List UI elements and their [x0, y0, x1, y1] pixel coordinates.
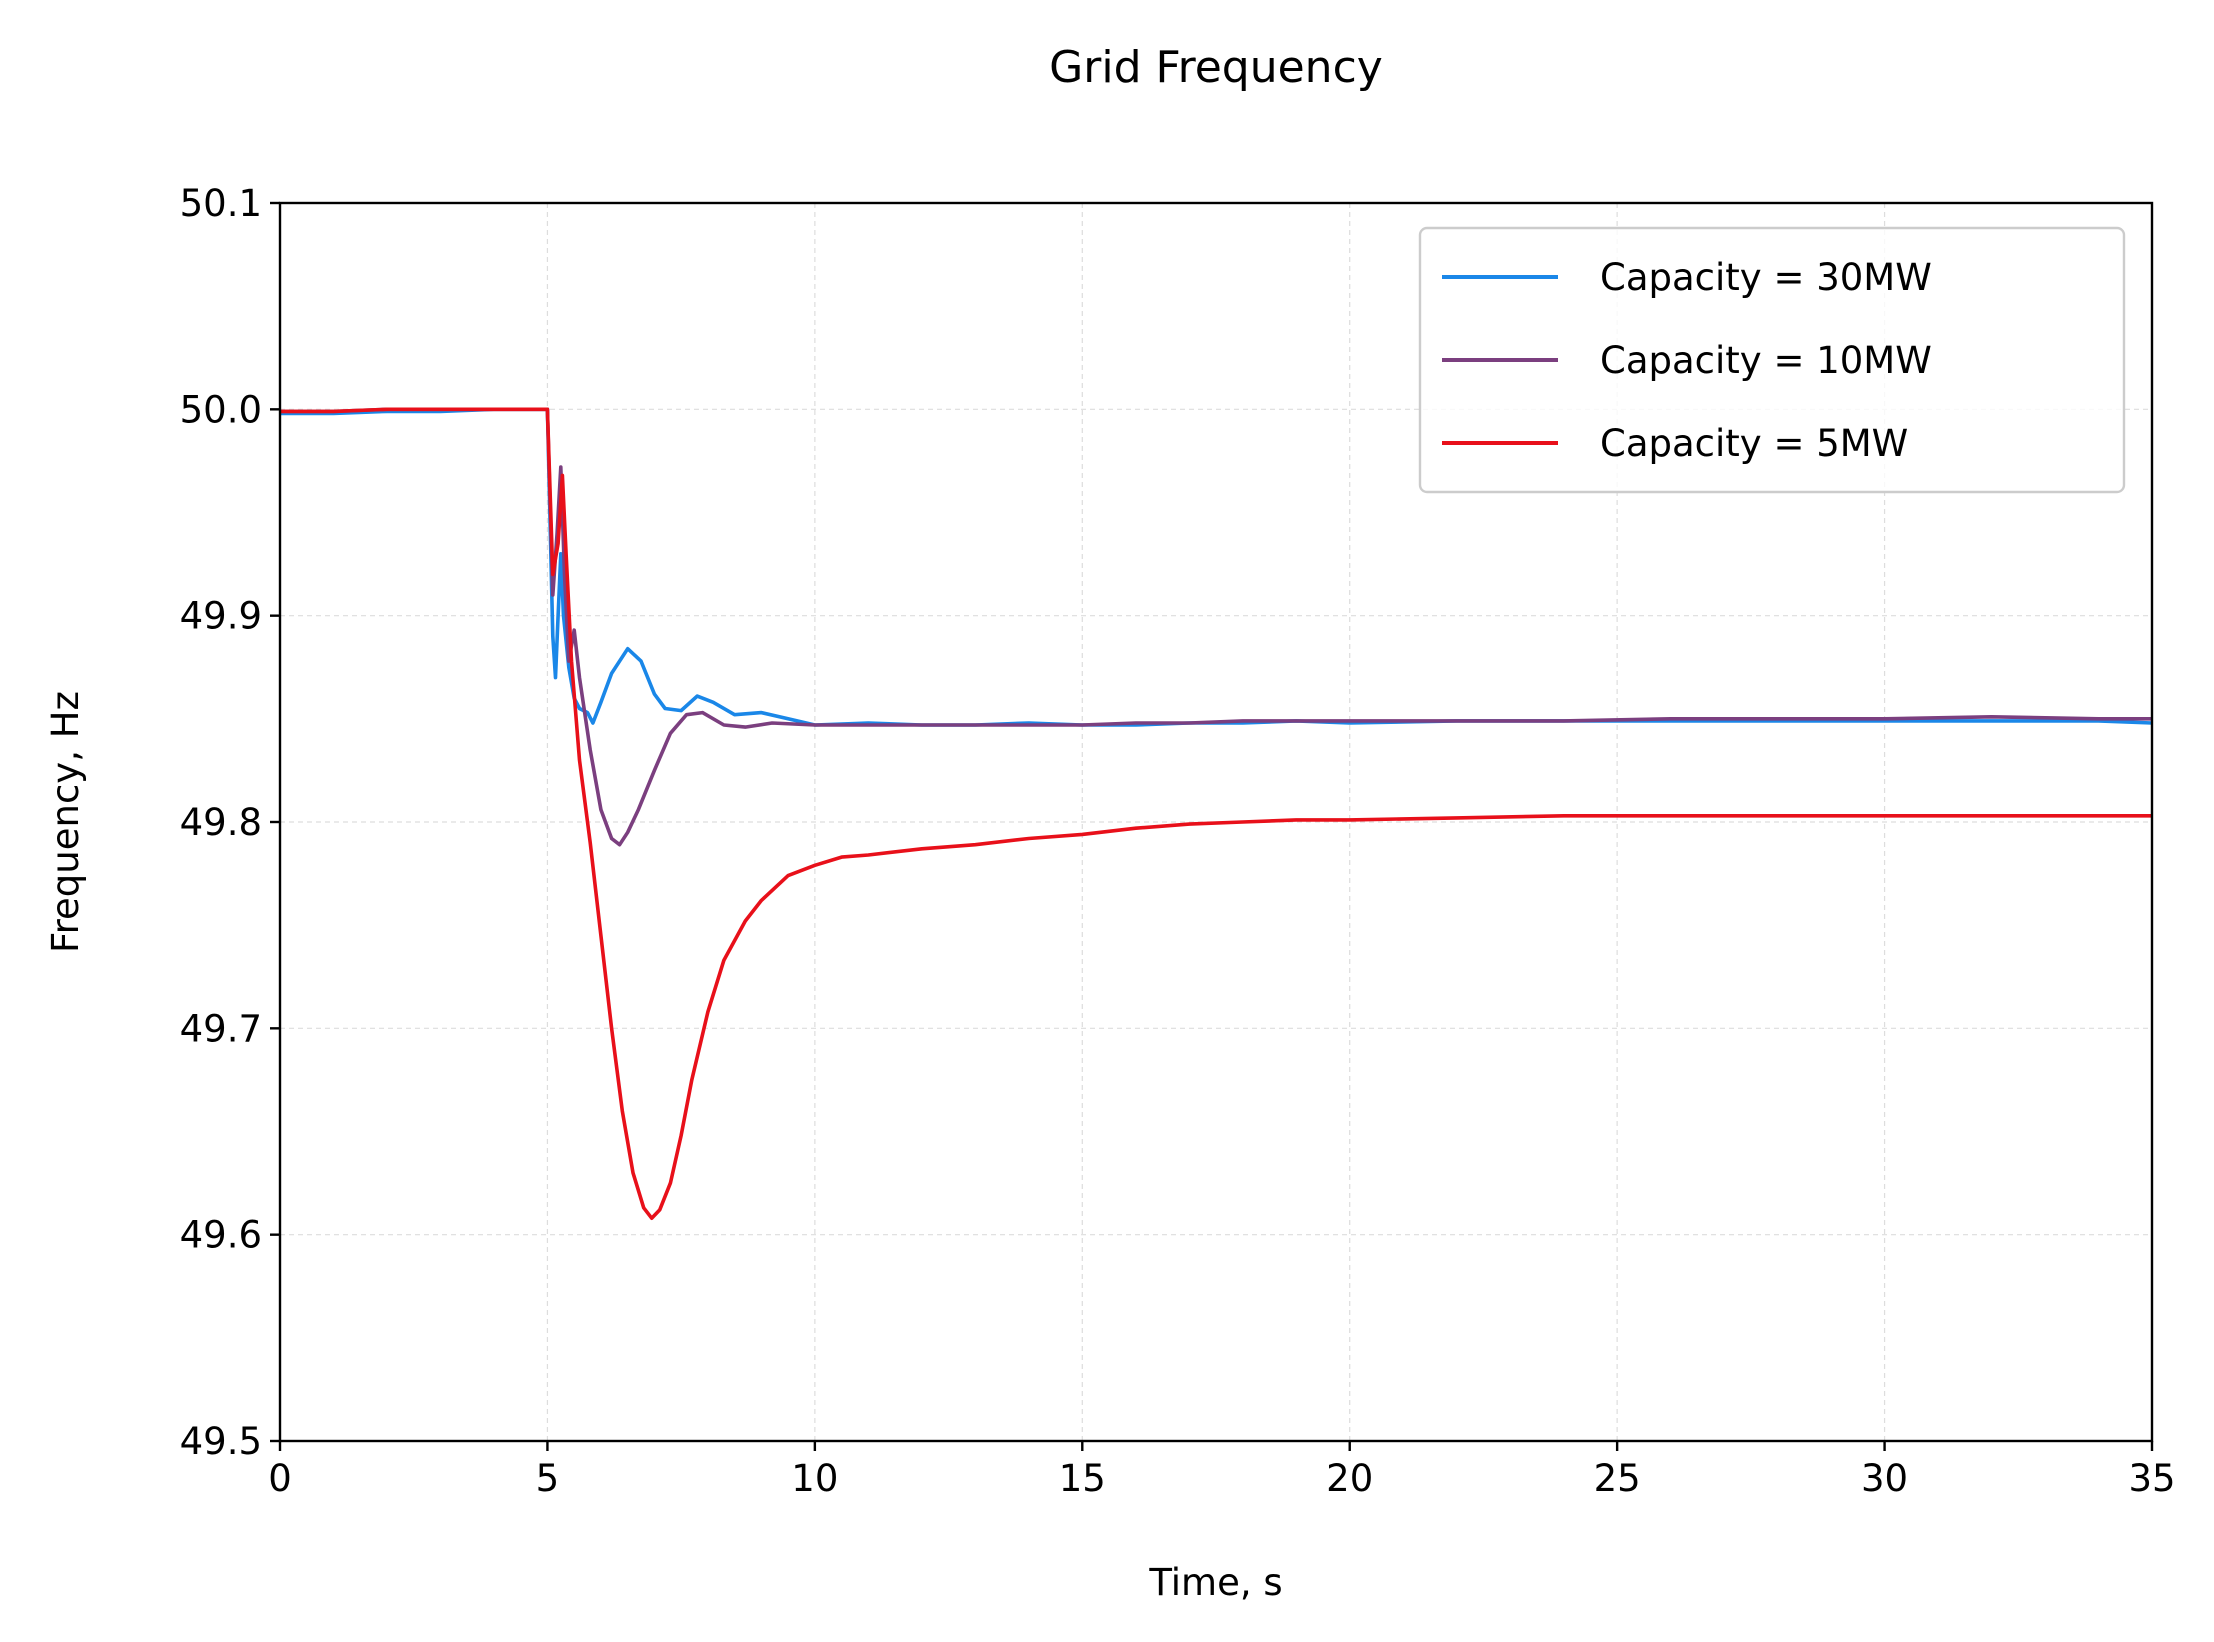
- y-tick-label: 49.6: [180, 1214, 262, 1257]
- series-lines: [280, 407, 2153, 1220]
- series-line-2: [280, 407, 2152, 1220]
- x-tick-label: 10: [791, 1457, 838, 1500]
- y-tick-label: 49.8: [180, 801, 262, 844]
- chart-title: Grid Frequency: [1049, 42, 1383, 93]
- legend-label-10mw: Capacity = 10MW: [1600, 339, 1932, 382]
- x-tick-label: 0: [268, 1457, 292, 1500]
- x-tick-label: 5: [536, 1457, 560, 1500]
- y-tick-label: 50.1: [180, 182, 262, 225]
- y-tick-label: 49.5: [180, 1420, 262, 1463]
- legend: Capacity = 30MW Capacity = 10MW Capacity…: [1418, 226, 2126, 494]
- legend-label-5mw: Capacity = 5MW: [1600, 422, 1908, 465]
- x-tick-label: 30: [1861, 1457, 1908, 1500]
- legend-box: [1418, 226, 2126, 494]
- axis-ticks: 0 5 10 15 20 25 30 35 49.5 49.6 49.7 49.8 49.9 50.0 50…: [180, 182, 2176, 1500]
- y-tick-label: 49.7: [180, 1007, 262, 1050]
- x-tick-label: 20: [1326, 1457, 1373, 1500]
- x-tick-label: 15: [1059, 1457, 1106, 1500]
- y-tick-label: 49.9: [180, 595, 262, 638]
- y-axis-label: Frequency, Hz: [44, 691, 87, 953]
- legend-label-30mw: Capacity = 30MW: [1600, 256, 1932, 299]
- series-line-1: [280, 407, 2152, 847]
- y-tick-label: 50.0: [180, 388, 262, 431]
- x-tick-label: 25: [1594, 1457, 1641, 1500]
- x-axis-label: Time, s: [1148, 1561, 1282, 1604]
- x-tick-label: 35: [2128, 1457, 2175, 1500]
